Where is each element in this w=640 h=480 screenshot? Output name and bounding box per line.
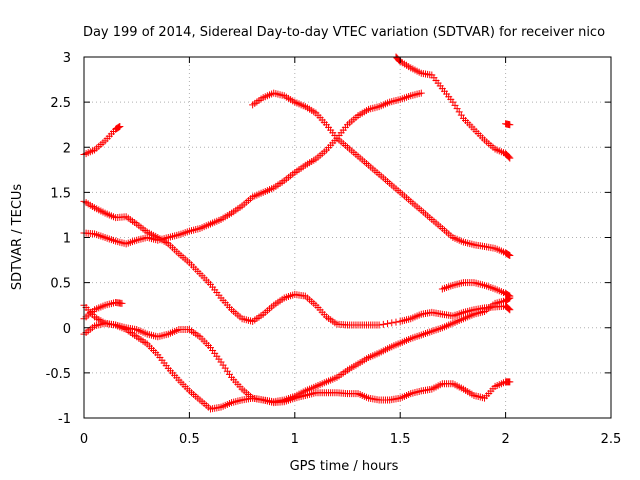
data-point xyxy=(504,152,512,160)
data-point xyxy=(504,250,512,258)
series-s7 xyxy=(80,298,126,323)
data-point xyxy=(505,251,513,259)
x-tick-label: 2 xyxy=(501,432,509,447)
data-point xyxy=(504,304,512,312)
x-tick-label: 0.5 xyxy=(179,432,200,447)
data-point xyxy=(375,321,383,329)
y-tick-label: 2 xyxy=(63,141,71,156)
grid xyxy=(84,57,611,418)
data-point xyxy=(506,121,514,129)
data-point xyxy=(417,89,425,97)
data-point xyxy=(114,124,122,132)
data-points xyxy=(80,53,514,413)
data-point xyxy=(506,378,514,386)
x-tick-label: 2.5 xyxy=(601,432,622,447)
series-s6 xyxy=(502,120,514,129)
data-point xyxy=(505,153,513,161)
y-tick-label: 1 xyxy=(63,232,71,247)
y-tick-label: 0.5 xyxy=(50,277,71,292)
chart-title: Day 199 of 2014, Sidereal Day-to-day VTE… xyxy=(83,25,605,40)
series-s10 xyxy=(438,279,514,300)
x-axis-label: GPS time / hours xyxy=(290,459,399,474)
y-tick-label: -1 xyxy=(58,412,71,427)
series-s9 xyxy=(80,294,514,413)
series-s3 xyxy=(80,89,425,248)
ticks: 0 0.5 1 1.5 2 2.5 -1 -0.5 0 0.5 1 1.5 2 2.5 3 xyxy=(46,51,622,447)
y-axis-label: SDTVAR / TECUs xyxy=(10,184,25,291)
y-tick-label: -0.5 xyxy=(46,367,71,382)
data-point xyxy=(504,291,512,299)
data-point xyxy=(506,154,514,162)
data-point xyxy=(379,320,387,328)
data-point xyxy=(384,320,392,328)
y-tick-label: 1.5 xyxy=(50,186,71,201)
series-s5 xyxy=(392,53,514,162)
series-s4 xyxy=(249,89,514,260)
y-tick-label: 3 xyxy=(63,51,71,66)
x-tick-label: 1 xyxy=(291,432,299,447)
data-point xyxy=(115,123,123,131)
x-tick-label: 1.5 xyxy=(390,432,411,447)
y-tick-label: 0 xyxy=(63,322,71,337)
data-point xyxy=(116,122,124,130)
data-point xyxy=(505,292,513,300)
series-s1 xyxy=(80,122,124,158)
plot-frame xyxy=(83,56,612,419)
data-point xyxy=(392,318,400,326)
y-tick-label: 2.5 xyxy=(50,96,71,111)
data-point xyxy=(118,299,126,307)
data-point xyxy=(506,306,514,314)
x-tick-label: 0 xyxy=(80,432,88,447)
data-point xyxy=(506,292,514,300)
data-point xyxy=(505,305,513,313)
series-s2 xyxy=(80,197,514,329)
data-point xyxy=(388,319,396,327)
data-point xyxy=(506,252,514,260)
